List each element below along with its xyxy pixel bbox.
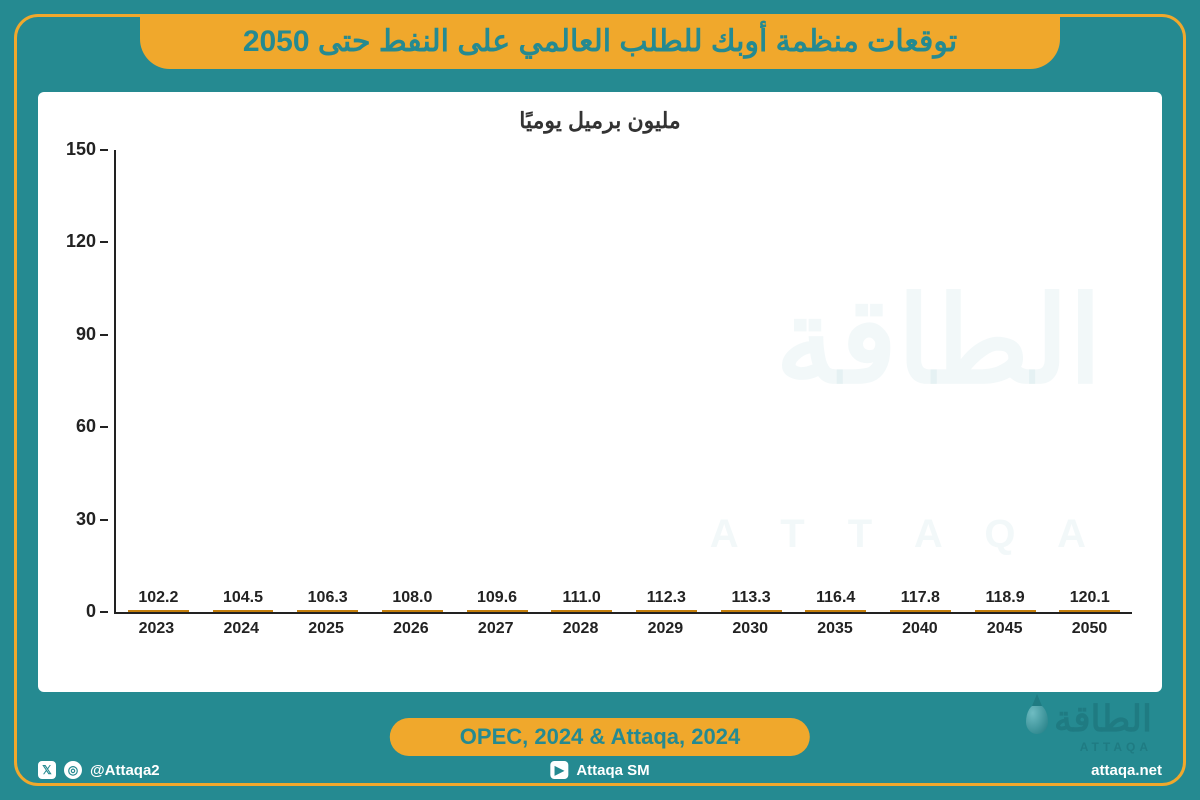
x-tick-label: 2027 <box>453 614 538 650</box>
bar-slot: 118.9 <box>963 589 1048 612</box>
x-tick-label: 2029 <box>623 614 708 650</box>
bar-slot: 109.6 <box>455 589 540 612</box>
y-tick-mark <box>100 241 108 243</box>
y-tick-mark <box>100 334 108 336</box>
bar-value-label: 108.0 <box>392 589 432 607</box>
chart-subtitle: مليون برميل يوميًا <box>58 108 1142 134</box>
x-tick-label: 2026 <box>368 614 453 650</box>
footer-left: 𝕏 ◎ @Attaqa2 <box>38 761 160 779</box>
bar-slot: 116.4 <box>793 589 878 612</box>
bar-slot: 104.5 <box>201 589 286 612</box>
x-tick-label: 2023 <box>114 614 199 650</box>
title-banner: توقعات منظمة أوبك للطلب العالمي على النف… <box>140 14 1060 69</box>
x-tick-label: 2035 <box>793 614 878 650</box>
footer-center: ▶ Attaqa SM <box>550 761 649 779</box>
y-tick-label: 150 <box>52 139 96 160</box>
bar-slot: 120.1 <box>1047 589 1132 612</box>
y-tick-mark <box>100 426 108 428</box>
footer-site: attaqa.net <box>1091 762 1162 779</box>
source-banner: OPEC, 2024 & Attaqa, 2024 <box>390 718 810 756</box>
x-tick-label: 2028 <box>538 614 623 650</box>
x-tick-label: 2045 <box>962 614 1047 650</box>
bar <box>975 610 1036 612</box>
brand-latin: ATTAQA <box>1026 740 1152 754</box>
chart-panel: الطاقة A T T A Q A مليون برميل يوميًا 10… <box>38 92 1162 692</box>
bar-value-label: 102.2 <box>138 589 178 607</box>
bar-slot: 106.3 <box>285 589 370 612</box>
bar <box>382 610 443 612</box>
y-tick-label: 0 <box>52 601 96 622</box>
bar-value-label: 120.1 <box>1070 589 1110 607</box>
bar <box>890 610 951 612</box>
plot-area: 102.2 104.5 106.3 108.0 109.6 111.0 112.3 113.3… <box>114 150 1132 614</box>
bar-value-label: 117.8 <box>901 589 940 607</box>
title-text: توقعات منظمة أوبك للطلب العالمي على النف… <box>243 25 957 58</box>
bar-value-label: 106.3 <box>308 589 348 607</box>
source-text: OPEC, 2024 & Attaqa, 2024 <box>460 724 740 749</box>
y-tick-label: 120 <box>52 231 96 252</box>
bar-slot: 102.2 <box>116 589 201 612</box>
bar <box>721 610 782 612</box>
x-tick-label: 2040 <box>877 614 962 650</box>
x-tick-label: 2024 <box>199 614 284 650</box>
x-tick-label: 2030 <box>708 614 793 650</box>
footer-handle: @Attaqa2 <box>90 762 160 779</box>
x-tick-label: 2050 <box>1047 614 1132 650</box>
bar-slot: 108.0 <box>370 589 455 612</box>
bar-value-label: 111.0 <box>563 589 601 607</box>
x-tick-label: 2025 <box>284 614 369 650</box>
bar <box>551 610 612 612</box>
plot-wrap: 102.2 104.5 106.3 108.0 109.6 111.0 112.3 113.3… <box>114 150 1132 650</box>
bar-slot: 112.3 <box>624 589 709 612</box>
bar <box>128 610 189 612</box>
youtube-icon: ▶ <box>550 761 568 779</box>
bars-container: 102.2 104.5 106.3 108.0 109.6 111.0 112.3 113.3… <box>116 150 1132 612</box>
bar-slot: 117.8 <box>878 589 963 612</box>
footer-right: attaqa.net <box>1091 762 1162 779</box>
brand-name: الطاقة <box>1026 698 1152 740</box>
bar-slot: 111.0 <box>539 589 624 612</box>
x-icon: 𝕏 <box>38 761 56 779</box>
bar-value-label: 116.4 <box>816 589 855 607</box>
bar-value-label: 118.9 <box>985 589 1024 607</box>
bar <box>805 610 866 612</box>
bar-value-label: 112.3 <box>647 589 686 607</box>
y-tick-label: 90 <box>52 324 96 345</box>
drop-icon <box>1026 704 1048 734</box>
instagram-icon: ◎ <box>64 761 82 779</box>
bar-slot: 113.3 <box>709 589 794 612</box>
bar-value-label: 104.5 <box>223 589 263 607</box>
x-axis-labels: 2023202420252026202720282029203020352040… <box>114 614 1132 650</box>
bar <box>213 610 274 612</box>
bar <box>297 610 358 612</box>
brand-block: الطاقة ATTAQA <box>1026 698 1152 754</box>
y-tick-mark <box>100 611 108 613</box>
y-tick-label: 60 <box>52 416 96 437</box>
bar <box>467 610 528 612</box>
y-tick-label: 30 <box>52 509 96 530</box>
bar <box>636 610 697 612</box>
bar-value-label: 113.3 <box>731 589 770 607</box>
footer: 𝕏 ◎ @Attaqa2 ▶ Attaqa SM attaqa.net <box>38 758 1162 782</box>
y-tick-mark <box>100 149 108 151</box>
bar <box>1059 610 1120 612</box>
footer-youtube: Attaqa SM <box>576 762 649 779</box>
y-tick-mark <box>100 519 108 521</box>
bar-value-label: 109.6 <box>477 589 517 607</box>
